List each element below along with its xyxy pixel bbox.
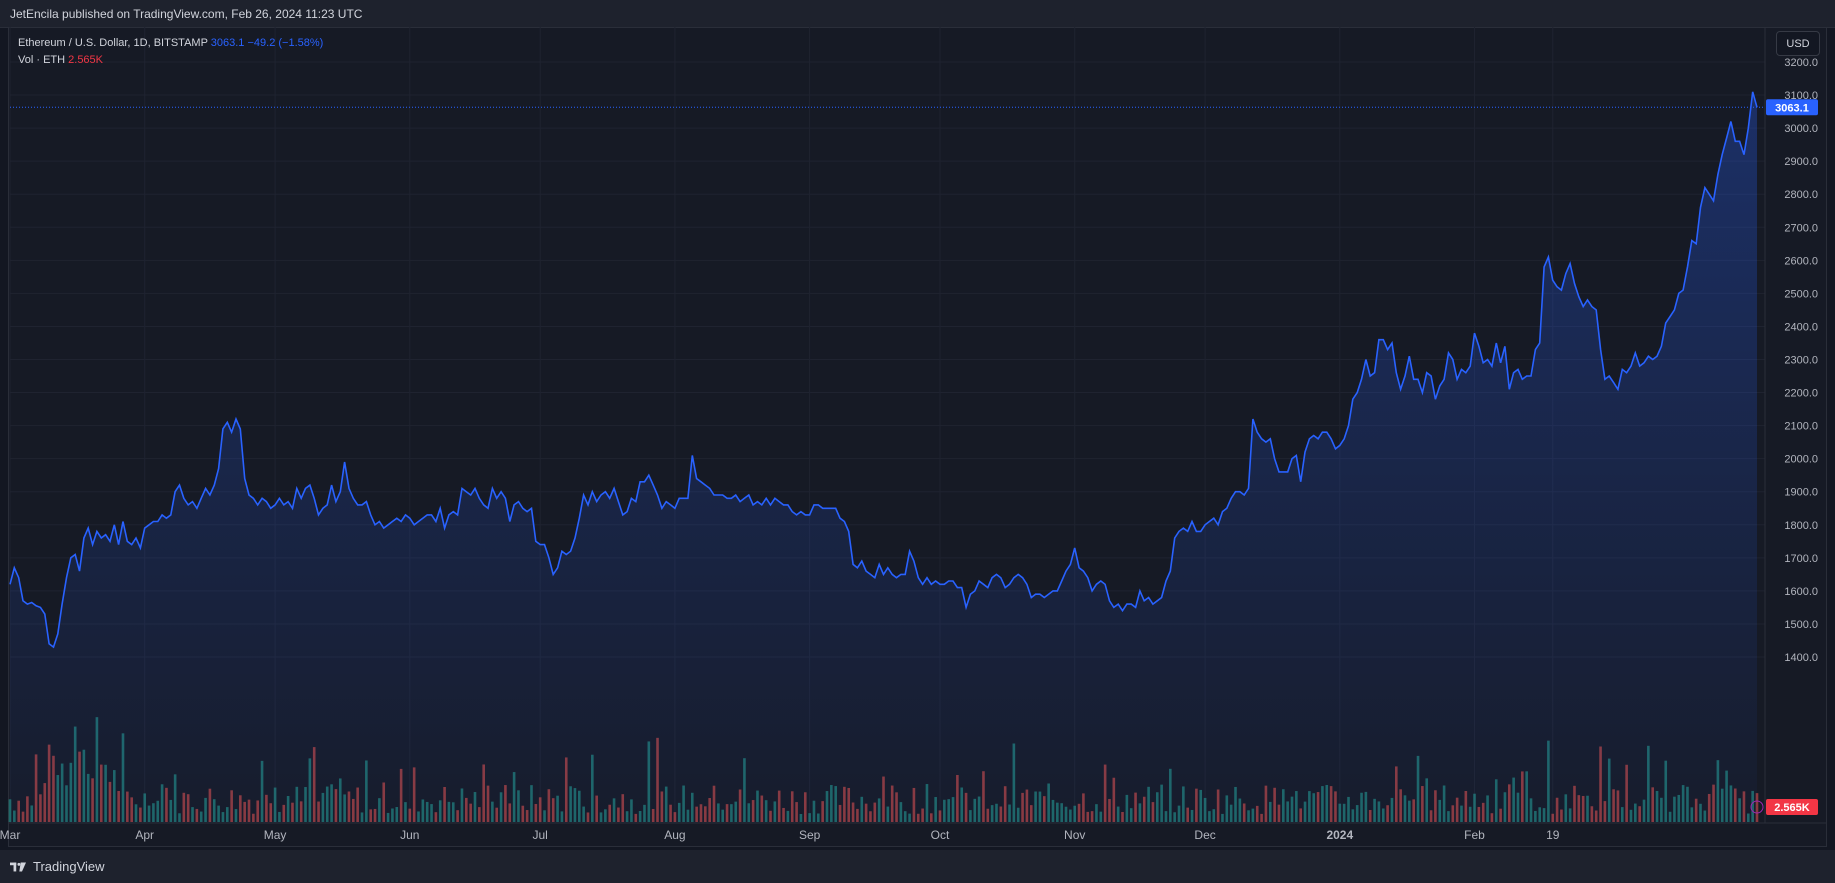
tradingview-logo-icon [10, 862, 26, 872]
time-tick-label: 2024 [1326, 828, 1353, 842]
price-tick-label: 2900.0 [1784, 156, 1818, 168]
price-tick-label: 1400.0 [1784, 652, 1818, 664]
price-line [9, 91, 1758, 649]
time-tick-label: Jun [400, 828, 419, 842]
time-tick-label: Oct [931, 828, 950, 842]
price-tick-label: 2700.0 [1784, 222, 1818, 234]
price-change: −49.2 (−1.58%) [247, 37, 324, 49]
price-tick-label: 3000.0 [1784, 123, 1818, 135]
volume-badge-text: 2.565K [1774, 802, 1810, 814]
price-tick-label: 2100.0 [1784, 421, 1818, 433]
price-tick-label: 1700.0 [1784, 553, 1818, 565]
price-tick-label: 2000.0 [1784, 454, 1818, 466]
settings-circle-icon[interactable] [1750, 800, 1764, 814]
axis-badges: 3063.1 2.565K [1750, 99, 1818, 815]
price-tick-label: 1600.0 [1784, 586, 1818, 598]
time-tick-label: May [264, 828, 287, 842]
time-tick-label: Nov [1064, 828, 1085, 842]
price-tick-label: 2200.0 [1784, 388, 1818, 400]
price-tick-label: 2300.0 [1784, 355, 1818, 367]
publish-info: JetEncila published on TradingView.com, … [10, 7, 363, 21]
currency-button[interactable]: USD [1776, 31, 1820, 56]
time-tick-label: Sep [799, 828, 821, 842]
publish-header: JetEncila published on TradingView.com, … [0, 0, 1835, 28]
volume-badge [1766, 799, 1818, 815]
price-tick-label: 3200.0 [1784, 57, 1818, 69]
time-tick-label: 19 [1546, 828, 1560, 842]
price-tick-label: 2600.0 [1784, 255, 1818, 267]
price-tick-label: 3100.0 [1784, 90, 1818, 102]
time-tick-label: Feb [1464, 828, 1485, 842]
price-axis: 1400.0 1500.0 1600.0 1700.0 1800.0 1900.0 2000… [1764, 27, 1818, 823]
volume-value: 2.565K [68, 54, 104, 66]
time-tick-label: Mar [0, 828, 20, 842]
last-price: 3063.1 [210, 37, 245, 49]
last-price-badge-text: 3063.1 [1775, 102, 1809, 114]
price-tick-label: 1500.0 [1784, 619, 1818, 631]
price-tick-label: 2400.0 [1784, 321, 1818, 333]
time-tick-label: Apr [135, 828, 154, 842]
time-tick-label: Dec [1194, 828, 1215, 842]
chart-legend: Ethereum / U.S. Dollar, 1D, BITSTAMP 306… [18, 35, 323, 69]
price-tick-label: 1900.0 [1784, 487, 1818, 499]
price-chart[interactable]: 1400.0 1500.0 1600.0 1700.0 1800.0 1900.0 2000… [0, 27, 1835, 850]
symbol-label: Ethereum / U.S. Dollar, 1D, BITSTAMP [18, 37, 208, 49]
footer: TradingView [0, 850, 1835, 883]
volume-label: Vol · ETH [18, 54, 66, 66]
price-tick-label: 2500.0 [1784, 288, 1818, 300]
time-axis: Mar Apr May Jun Jul Aug Sep Oct Nov Dec 2024 Feb 19 [0, 822, 1826, 842]
time-tick-label: Jul [533, 828, 548, 842]
last-price-badge [1766, 99, 1818, 116]
price-tick-label: 1800.0 [1784, 520, 1818, 532]
price-tick-label: 2800.0 [1784, 189, 1818, 201]
price-area [10, 91, 1757, 824]
time-tick-label: Aug [664, 828, 685, 842]
brand-name: TradingView [33, 859, 105, 874]
